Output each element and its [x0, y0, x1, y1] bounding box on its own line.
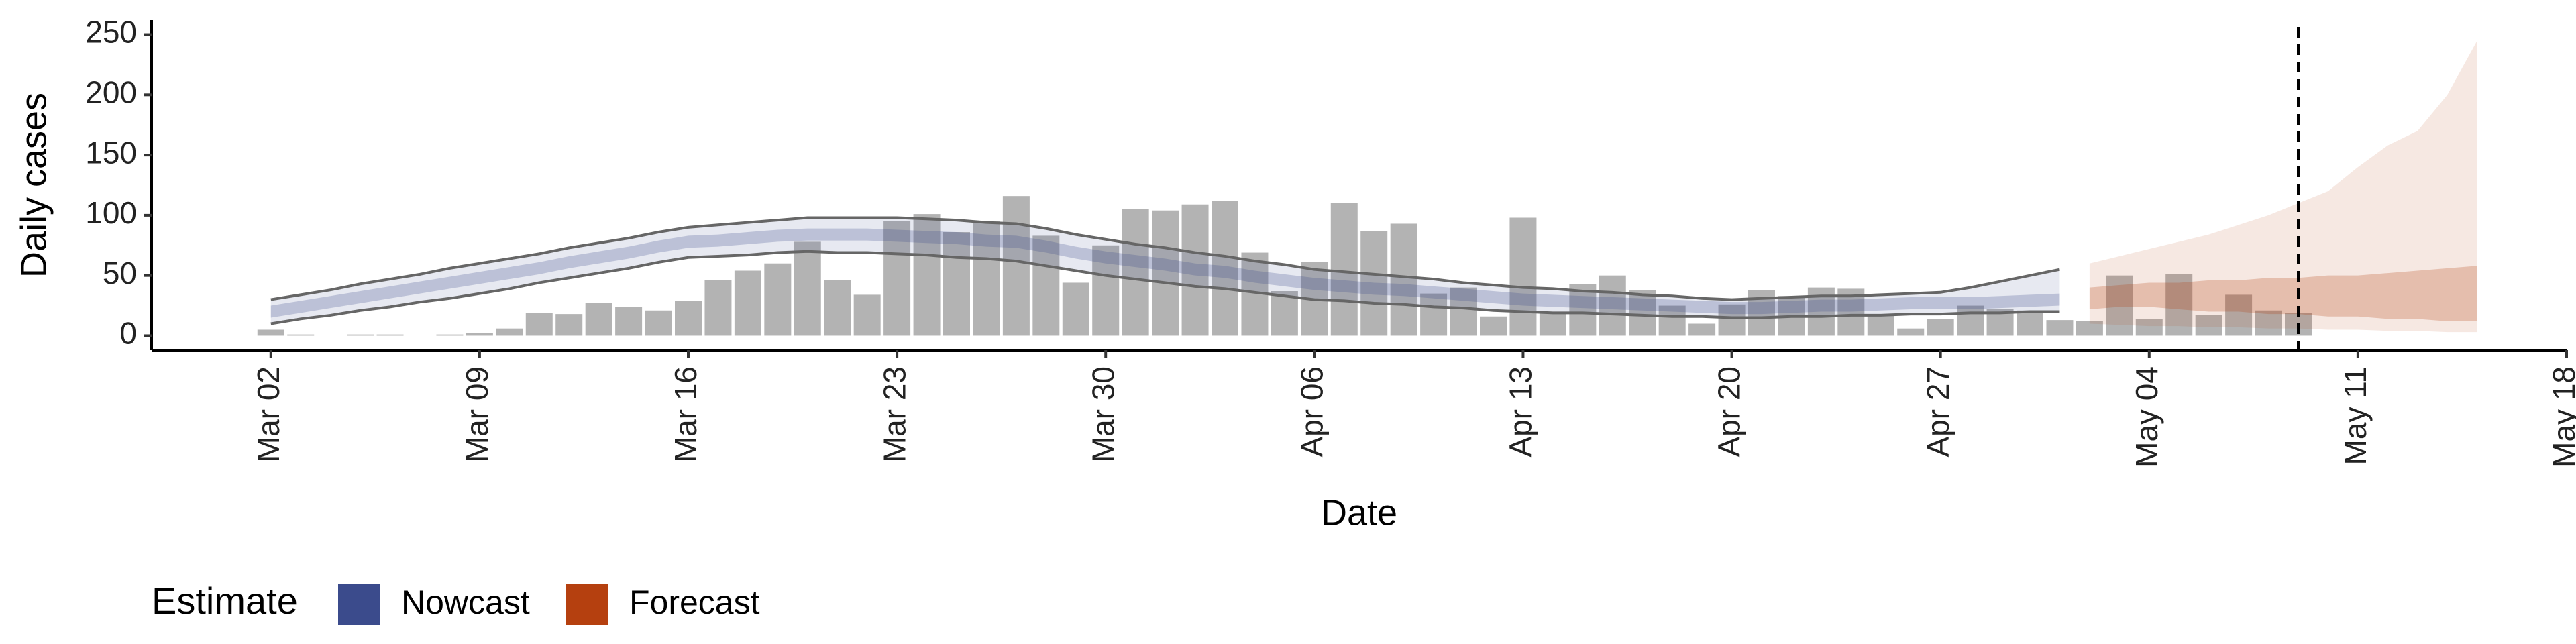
bar	[1450, 287, 1477, 336]
bar	[1480, 316, 1507, 336]
bar	[1152, 210, 1179, 336]
bar	[1718, 304, 1746, 336]
bar	[2135, 319, 2163, 336]
band-outline	[270, 216, 2060, 301]
band-outline	[270, 250, 2060, 325]
bar	[1122, 209, 1149, 336]
bar	[1957, 305, 1984, 336]
bar	[1002, 196, 1030, 336]
bar	[1629, 290, 1656, 336]
x-tick-label: Apr 06	[1294, 366, 1329, 458]
bar	[615, 307, 643, 336]
bar	[2255, 310, 2282, 336]
bar	[1688, 323, 1716, 336]
y-tick-label: 250	[85, 15, 137, 50]
bar	[1927, 319, 1954, 336]
bar	[525, 313, 553, 336]
bar	[496, 328, 523, 336]
x-tick-label: Apr 20	[1712, 366, 1747, 458]
bar	[257, 329, 284, 336]
bar	[764, 263, 792, 336]
x-tick-label: Mar 16	[668, 366, 703, 462]
band-50	[270, 228, 2060, 318]
y-axis-title: Daily cases	[13, 93, 54, 278]
x-axis-title: Date	[1321, 492, 1397, 533]
bar	[1062, 282, 1089, 336]
bar	[555, 314, 583, 336]
bar	[1271, 291, 1298, 336]
y-tick-label: 50	[103, 256, 137, 290]
bar	[1897, 328, 1925, 336]
bar	[1032, 235, 1060, 336]
y-tick-label: 200	[85, 74, 137, 109]
bar	[675, 301, 702, 336]
bar	[2165, 274, 2193, 336]
bar	[2017, 310, 2043, 336]
legend-label: Nowcast	[401, 584, 530, 621]
x-tick-label: Mar 09	[460, 366, 494, 462]
bar	[376, 334, 404, 336]
bar	[913, 214, 941, 336]
bar	[1658, 305, 1686, 336]
legend-title: Estimate	[152, 580, 298, 622]
bar	[2076, 321, 2103, 336]
x-tick-label: Apr 27	[1921, 366, 1955, 458]
x-tick-label: Mar 02	[251, 366, 286, 462]
bar	[645, 310, 672, 336]
legend-swatch	[338, 584, 380, 625]
bar	[1212, 201, 1238, 336]
x-tick-label: May 11	[2338, 366, 2373, 465]
bar	[853, 294, 881, 336]
bar	[973, 221, 1000, 336]
band-50	[2089, 266, 2477, 321]
bar	[1509, 217, 1537, 336]
bar	[883, 221, 911, 336]
x-tick-label: Mar 23	[877, 366, 912, 462]
bar	[794, 241, 821, 336]
legend-swatch	[566, 584, 608, 625]
bar	[2195, 315, 2222, 336]
bar	[704, 280, 732, 336]
bar	[1539, 311, 1566, 336]
bar	[1867, 315, 1894, 336]
bar	[287, 334, 315, 336]
bar	[466, 333, 493, 336]
bar	[1360, 231, 1388, 336]
x-tick-label: Apr 13	[1503, 366, 1538, 458]
legend-label: Forecast	[629, 584, 760, 621]
y-tick-label: 0	[119, 316, 137, 351]
bar	[585, 303, 612, 336]
bar	[1181, 204, 1209, 336]
x-tick-label: Mar 30	[1085, 366, 1120, 462]
y-tick-label: 100	[85, 195, 137, 230]
bar	[943, 232, 970, 336]
bar	[824, 280, 851, 336]
y-tick-label: 150	[85, 135, 137, 170]
band-90	[270, 217, 2060, 324]
bar	[2225, 294, 2253, 336]
bar	[1092, 245, 1120, 336]
bar	[1599, 275, 1626, 336]
bar	[436, 334, 464, 336]
bar	[734, 270, 761, 336]
bar	[2046, 320, 2074, 336]
x-tick-label: May 18	[2546, 366, 2576, 468]
bar	[347, 334, 374, 336]
bar	[1390, 223, 1417, 336]
bar	[1420, 293, 1448, 336]
x-tick-label: May 04	[2129, 366, 2164, 468]
bar	[2106, 275, 2133, 336]
band-90	[2089, 40, 2477, 333]
bar	[1330, 203, 1358, 336]
